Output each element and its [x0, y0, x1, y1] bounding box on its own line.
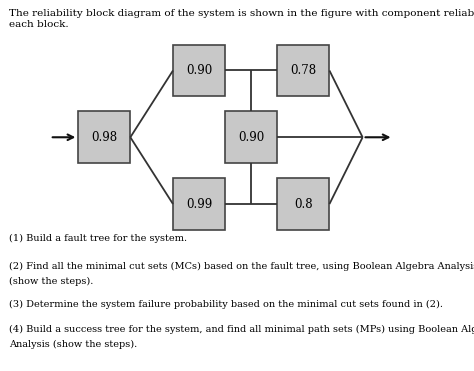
Text: (1) Build a fault tree for the system.: (1) Build a fault tree for the system.: [9, 234, 188, 243]
Text: 0.90: 0.90: [238, 131, 264, 144]
Bar: [173, 178, 225, 230]
Text: 0.78: 0.78: [290, 64, 317, 77]
Bar: [225, 111, 277, 163]
Bar: [277, 45, 329, 96]
Bar: [277, 178, 329, 230]
Bar: [173, 45, 225, 96]
Text: (show the steps).: (show the steps).: [9, 276, 94, 286]
Text: each block.: each block.: [9, 20, 69, 29]
Text: (3) Determine the system failure probability based on the minimal cut sets found: (3) Determine the system failure probabi…: [9, 300, 444, 309]
Text: (2) Find all the minimal cut sets (MCs) based on the fault tree, using Boolean A: (2) Find all the minimal cut sets (MCs) …: [9, 262, 474, 271]
Text: (4) Build a success tree for the system, and find all minimal path sets (MPs) us: (4) Build a success tree for the system,…: [9, 325, 474, 334]
Text: 0.8: 0.8: [294, 197, 313, 211]
Text: Analysis (show the steps).: Analysis (show the steps).: [9, 339, 138, 349]
Bar: [78, 111, 130, 163]
Text: 0.99: 0.99: [186, 197, 212, 211]
Text: 0.98: 0.98: [91, 131, 118, 144]
Text: The reliability block diagram of the system is shown in the figure with componen: The reliability block diagram of the sys…: [9, 9, 474, 18]
Text: 0.90: 0.90: [186, 64, 212, 77]
